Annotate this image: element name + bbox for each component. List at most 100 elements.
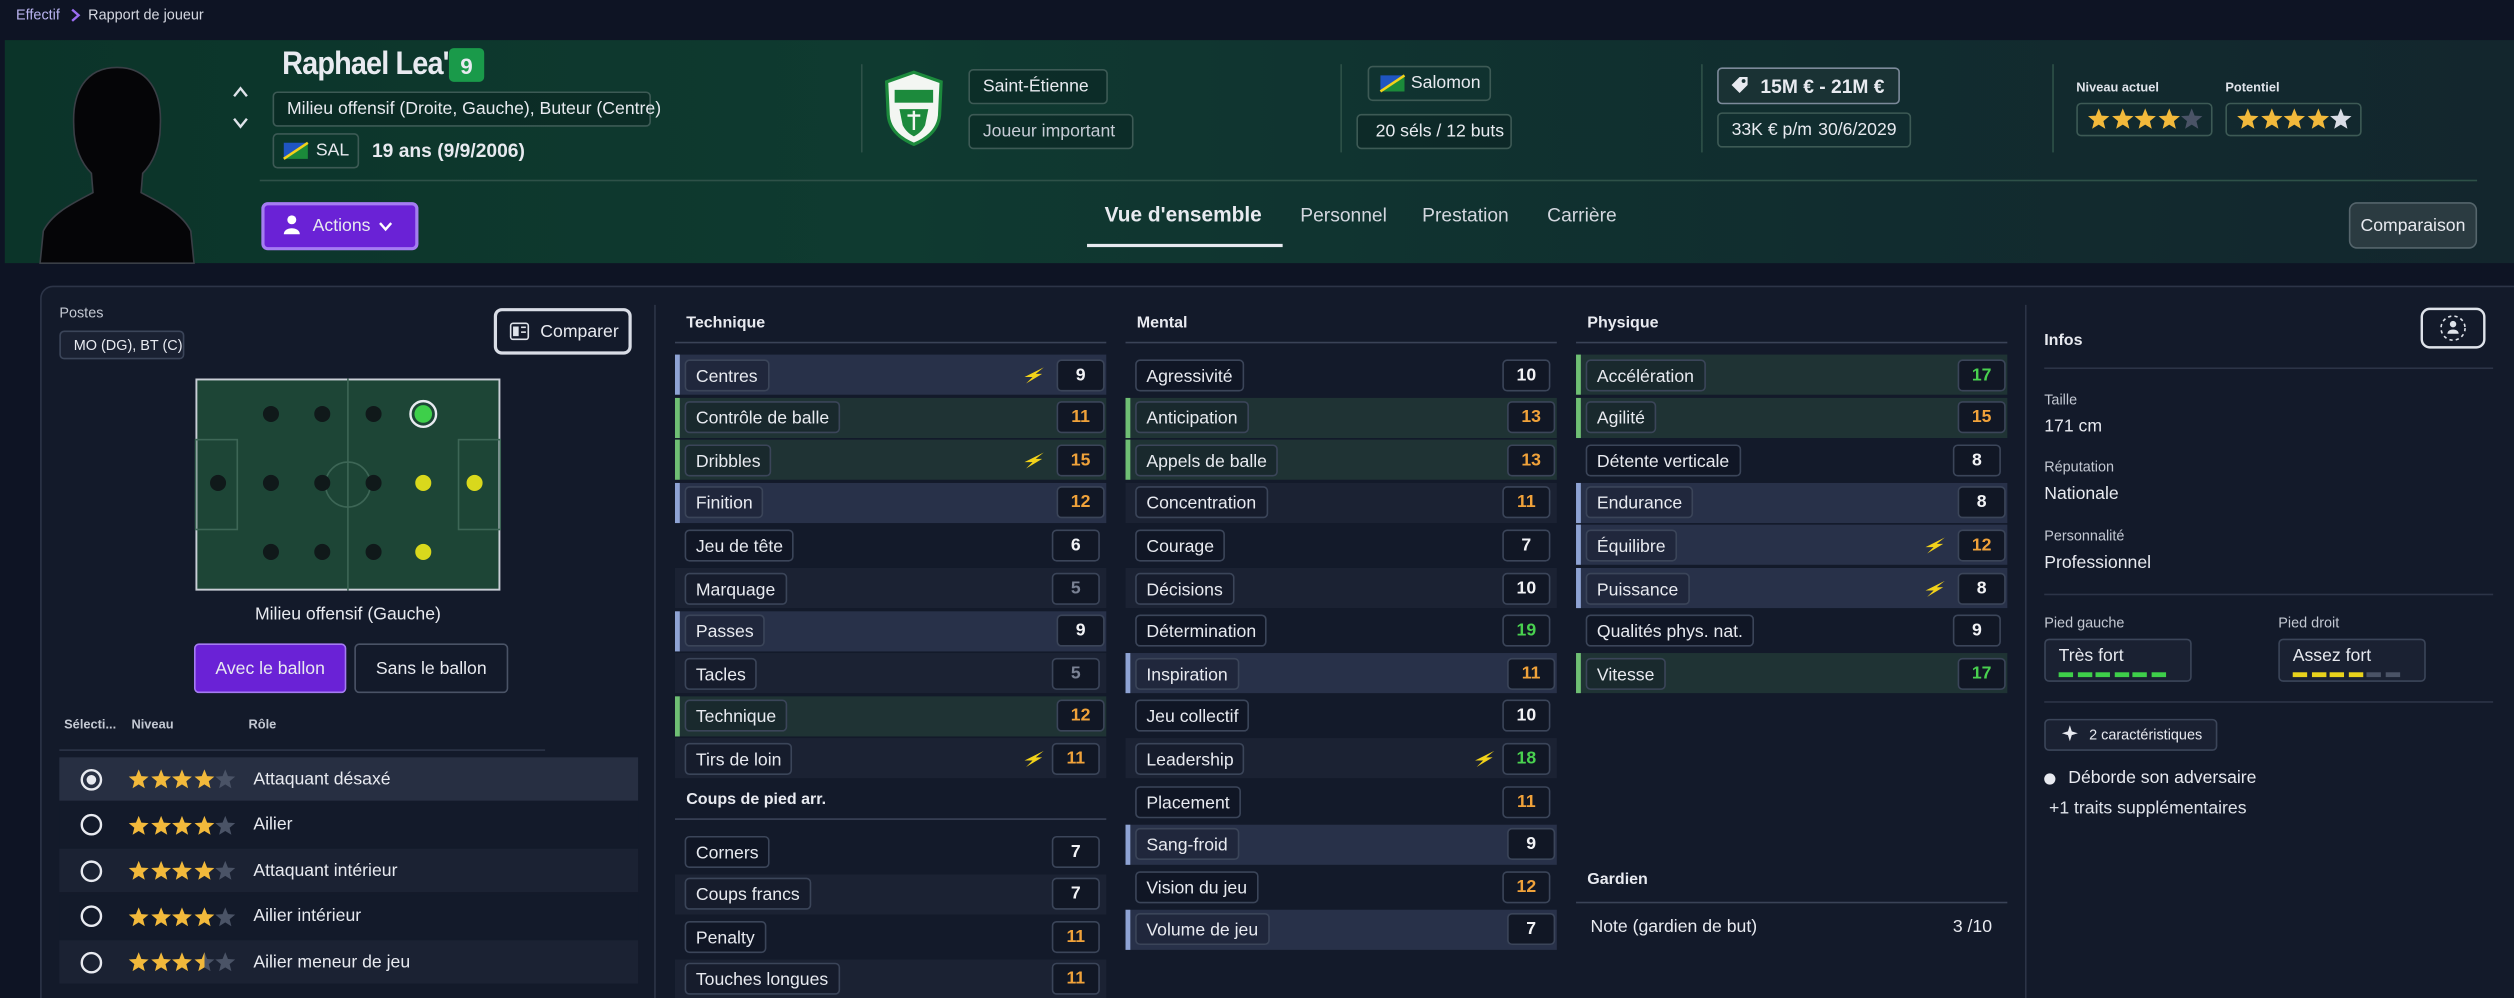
attribute-value: 7 — [1070, 841, 1081, 861]
toggle-button[interactable]: Avec le ballon — [193, 643, 347, 694]
next-player[interactable] — [232, 117, 248, 130]
prev-player[interactable] — [232, 85, 248, 98]
attribute-name: Agressivité — [1146, 366, 1233, 386]
group-title: Physique — [1587, 314, 1659, 333]
radio[interactable] — [80, 859, 103, 882]
attribute-value: 12 — [1070, 706, 1091, 726]
attribute-value: 11 — [1066, 969, 1086, 989]
attribute-name: Accélération — [1596, 366, 1694, 386]
star — [2088, 108, 2110, 129]
tab[interactable]: Carrière — [1547, 203, 1617, 227]
attribute-value: 11 — [1521, 663, 1541, 684]
international-box: 20 séls / 12 buts — [1356, 113, 1512, 150]
attribute-value: 5 — [1070, 578, 1081, 598]
shirt-number: 9 — [460, 52, 473, 78]
comparison-button[interactable]: Comparaison — [2348, 202, 2478, 249]
star — [215, 907, 236, 926]
divider — [2024, 304, 2027, 998]
foot-label: Pied gauche — [2044, 614, 2125, 631]
divider — [674, 341, 1107, 344]
role-row[interactable]: Ailier intérieur — [59, 894, 639, 939]
attribute-name-box: Finition — [684, 486, 764, 519]
radio[interactable] — [80, 951, 103, 974]
foot-segment — [2311, 672, 2326, 678]
divider — [1125, 341, 1557, 344]
attribute-value-box: 15 — [1056, 443, 1105, 477]
attribute-value: 10 — [1516, 706, 1537, 726]
tab[interactable]: Vue d'ensemble — [1104, 202, 1262, 227]
attribute-name-box: Accélération — [1585, 358, 1706, 391]
attribute-value-box: 8 — [1957, 572, 2006, 605]
attribute-value: 11 — [1071, 407, 1090, 427]
breadcrumb-link[interactable]: Effectif — [16, 6, 60, 23]
compare-button[interactable]: Comparer — [493, 308, 632, 355]
sparkle-icon — [2061, 725, 2078, 742]
column-header: Sélecti... — [64, 717, 117, 732]
attribute-value: 7 — [1070, 884, 1081, 904]
radio[interactable] — [80, 905, 103, 928]
pitch — [194, 378, 502, 591]
attribute-row: Vision du jeu 12 — [1126, 867, 1557, 907]
positions: Milieu offensif (Droite, Gauche), Buteur… — [286, 99, 662, 119]
attribute-row: Passes 9 — [674, 610, 1107, 651]
attribute-name-box: Coups francs — [684, 877, 811, 910]
group-title: Mental — [1136, 314, 1188, 333]
wage-box: 33K € p/m 30/6/2029 — [1717, 112, 1912, 148]
attribute-name: Leadership — [1146, 750, 1234, 770]
profile-icon-button[interactable] — [2420, 307, 2486, 349]
traits-chip[interactable]: 2 caractéristiques — [2044, 718, 2218, 751]
attribute-row: Agilité 15 — [1576, 397, 2008, 438]
actions-label: Actions — [312, 216, 371, 236]
attribute-value-box: 13 — [1507, 401, 1556, 434]
breadcrumb-chevron — [71, 8, 81, 22]
info-value: Professionnel — [2044, 552, 2152, 573]
nationality-box — [272, 133, 360, 169]
star — [172, 769, 192, 789]
toggle-button[interactable]: Sans le ballon — [354, 643, 509, 694]
star — [128, 907, 149, 926]
group-title: Technique — [686, 314, 766, 333]
star — [2111, 108, 2133, 129]
attribute-row: Détermination 19 — [1126, 611, 1557, 651]
attribute-value: 10 — [1516, 365, 1537, 385]
attribute-name: Penalty — [695, 928, 755, 948]
attribute-value-box: 12 — [1056, 700, 1105, 733]
attribute-name-box: Appels de balle — [1135, 443, 1279, 477]
value: 15M € - 21M € — [1760, 74, 1885, 98]
attribute-name: Qualités phys. nat. — [1596, 622, 1743, 642]
attribute-name: Corners — [695, 843, 759, 863]
attribute-value: 17 — [1971, 365, 1992, 385]
tab[interactable]: Prestation — [1422, 203, 1509, 227]
number-badge: 9 — [448, 48, 485, 82]
role-name: Ailier — [253, 815, 293, 835]
tab[interactable]: Personnel — [1300, 203, 1387, 227]
divider — [2052, 64, 2054, 153]
attribute-value: 6 — [1070, 535, 1081, 555]
attribute-name: Décisions — [1146, 580, 1223, 600]
attribute-name-box: Technique — [684, 700, 788, 733]
star — [150, 952, 171, 972]
attribute-row: Contrôle de balle 11 — [674, 397, 1107, 438]
attribute-row: Volume de jeu 7 — [1125, 909, 1557, 950]
attribute-row: Finition 12 — [674, 482, 1107, 523]
more-traits[interactable]: +1 traits supplémentaires — [2049, 799, 2247, 819]
actions-button[interactable]: Actions — [261, 202, 419, 251]
current-level-box — [2076, 102, 2213, 137]
attribute-value-box: 11 — [1507, 657, 1556, 690]
club-crest — [884, 70, 943, 147]
tag-icon — [1731, 77, 1748, 94]
attribute-value-box: 5 — [1051, 657, 1100, 690]
attribute-row: Vitesse 17 — [1576, 653, 2008, 694]
attribute-name: Puissance — [1596, 580, 1679, 600]
attribute-name-box: Placement — [1135, 785, 1241, 818]
info-label: Personnalité — [2044, 527, 2125, 544]
star — [2157, 108, 2180, 129]
foot-segment — [2132, 672, 2147, 678]
star — [172, 907, 192, 926]
radio[interactable] — [80, 814, 103, 836]
star — [150, 861, 171, 881]
compare-label: Comparer — [540, 321, 619, 341]
attribute-value: 8 — [1976, 578, 1987, 598]
radio[interactable] — [80, 768, 103, 790]
attribute-name-box: Décisions — [1135, 572, 1235, 605]
